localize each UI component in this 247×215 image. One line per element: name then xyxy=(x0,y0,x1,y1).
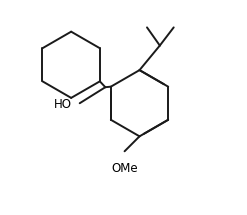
Text: OMe: OMe xyxy=(111,162,138,175)
Text: HO: HO xyxy=(54,98,72,111)
